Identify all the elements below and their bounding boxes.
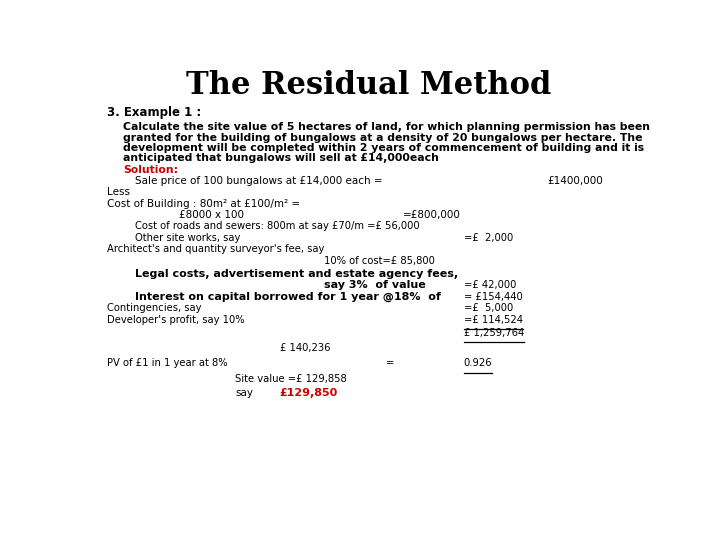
Text: =: = (386, 359, 394, 368)
Text: say: say (235, 388, 253, 399)
Text: =£  2,000: =£ 2,000 (464, 233, 513, 243)
Text: Less: Less (107, 187, 130, 198)
Text: £ 1,259,764: £ 1,259,764 (464, 328, 524, 338)
Text: =£ 42,000: =£ 42,000 (464, 280, 516, 290)
Text: Other site works, say: Other site works, say (135, 233, 240, 243)
Text: Solution:: Solution: (124, 165, 179, 174)
Text: PV of £1 in 1 year at 8%: PV of £1 in 1 year at 8% (107, 359, 228, 368)
Text: Site value =£ 129,858: Site value =£ 129,858 (235, 374, 347, 384)
Text: £ 140,236: £ 140,236 (280, 343, 330, 353)
Text: Contingencies, say: Contingencies, say (107, 303, 202, 313)
Text: 0.926: 0.926 (464, 359, 492, 368)
Text: Developer's profit, say 10%: Developer's profit, say 10% (107, 315, 244, 325)
Text: =£800,000: =£800,000 (402, 210, 460, 220)
Text: Cost of roads and sewers: 800m at say £70/m =£ 56,000: Cost of roads and sewers: 800m at say £7… (135, 221, 419, 231)
Text: The Residual Method: The Residual Method (186, 70, 552, 101)
Text: £129,850: £129,850 (280, 388, 338, 399)
Text: =£ 114,524: =£ 114,524 (464, 315, 523, 325)
Text: Sale price of 100 bungalows at £14,000 each =: Sale price of 100 bungalows at £14,000 e… (135, 176, 382, 186)
Text: Interest on capital borrowed for 1 year @18%  of: Interest on capital borrowed for 1 year … (135, 292, 441, 302)
Text: development will be completed within 2 years of commencement of building and it : development will be completed within 2 y… (124, 143, 644, 153)
Text: granted for the building of bungalows at a density of 20 bungalows per hectare. : granted for the building of bungalows at… (124, 132, 643, 143)
Text: say 3%  of value: say 3% of value (324, 280, 426, 290)
Text: Architect's and quantity surveyor's fee, say: Architect's and quantity surveyor's fee,… (107, 245, 324, 254)
Text: Calculate the site value of 5 hectares of land, for which planning permission ha: Calculate the site value of 5 hectares o… (124, 122, 650, 132)
Text: 3. Example 1 :: 3. Example 1 : (107, 106, 201, 119)
Text: 10% of cost=£ 85,800: 10% of cost=£ 85,800 (324, 256, 435, 266)
Text: = £154,440: = £154,440 (464, 292, 523, 302)
Text: £1400,000: £1400,000 (548, 176, 603, 186)
Text: =£  5,000: =£ 5,000 (464, 303, 513, 313)
Text: Legal costs, advertisement and estate agency fees,: Legal costs, advertisement and estate ag… (135, 268, 458, 279)
Text: anticipated that bungalows will sell at £14,000each: anticipated that bungalows will sell at … (124, 153, 439, 164)
Text: £8000 x 100: £8000 x 100 (179, 210, 244, 220)
Text: Cost of Building : 80m² at £100/m² =: Cost of Building : 80m² at £100/m² = (107, 199, 300, 208)
